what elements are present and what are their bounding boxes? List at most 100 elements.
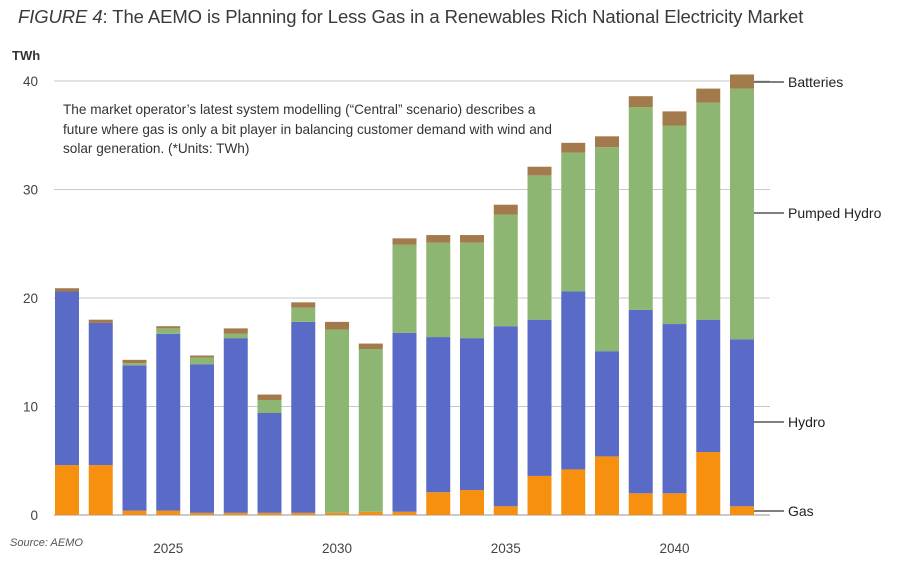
- bar-2029: [291, 302, 316, 515]
- legend-label-pumped-hydro: Pumped Hydro: [788, 205, 882, 221]
- bar-segment-batteries: [156, 326, 181, 329]
- bar-segment-pumped-hydro: [392, 244, 417, 333]
- bar-2025: [156, 326, 181, 515]
- bar-segment-pumped-hydro: [190, 357, 214, 365]
- bar-segment-batteries: [325, 321, 349, 330]
- bar-segment-batteries: [628, 96, 653, 108]
- bar-segment-pumped-hydro: [595, 147, 619, 352]
- bar-segment-gas: [392, 511, 417, 515]
- chart-title: FIGURE 4: The AEMO is Planning for Less …: [18, 6, 803, 28]
- bar-segment-gas: [223, 512, 248, 515]
- bar-segment-gas: [358, 511, 383, 515]
- bar-segment-hydro: [392, 332, 417, 512]
- bar-segment-pumped-hydro: [662, 125, 687, 325]
- y-tick-label: 20: [23, 291, 38, 306]
- bar-segment-gas: [257, 512, 282, 515]
- bar-segment-gas: [156, 510, 181, 515]
- bar-segment-gas: [595, 456, 619, 515]
- bar-segment-pumped-hydro: [358, 348, 383, 512]
- bar-2040: [662, 111, 687, 515]
- bar-segment-batteries: [291, 302, 316, 308]
- y-axis-unit-label: TWh: [12, 48, 41, 63]
- bar-segment-gas: [55, 465, 79, 515]
- bar-segment-batteries: [460, 235, 484, 243]
- bar-segment-batteries: [493, 204, 518, 215]
- bar-segment-hydro: [122, 365, 147, 511]
- x-tick-label: 2040: [659, 541, 689, 556]
- y-tick-label: 10: [23, 400, 38, 415]
- x-tick-label: 2025: [153, 541, 183, 556]
- bar-segment-gas: [291, 512, 316, 515]
- bar-2041: [696, 88, 721, 515]
- legend-label-batteries: Batteries: [788, 74, 843, 90]
- bar-2028: [257, 394, 282, 515]
- figure-label: FIGURE 4: [18, 6, 103, 27]
- bar-segment-batteries: [358, 343, 383, 349]
- bar-segment-batteries: [730, 74, 754, 89]
- bar-segment-pumped-hydro: [628, 107, 653, 310]
- bar-segment-batteries: [392, 238, 417, 245]
- bar-segment-gas: [190, 512, 214, 515]
- legend: Gas Hydro Pumped Hydro Batteries: [754, 74, 882, 519]
- bar-segment-pumped-hydro: [460, 242, 484, 339]
- bar-2031: [358, 343, 383, 515]
- bar-segment-hydro: [662, 324, 687, 494]
- y-axis-ticks: 0 10 20 30 40: [23, 74, 38, 523]
- y-tick-label: 40: [23, 74, 38, 89]
- bars: [55, 74, 754, 515]
- bar-2027: [223, 328, 248, 515]
- bar-segment-gas: [122, 510, 147, 515]
- y-tick-label: 30: [23, 183, 38, 198]
- bar-segment-pumped-hydro: [730, 88, 754, 340]
- bar-segment-hydro: [426, 337, 451, 493]
- bar-segment-gas: [696, 452, 721, 515]
- bar-segment-batteries: [696, 88, 721, 103]
- bar-segment-hydro: [190, 364, 214, 513]
- bar-segment-hydro: [291, 321, 316, 513]
- bar-segment-pumped-hydro: [122, 363, 147, 366]
- legend-label-gas: Gas: [788, 503, 814, 519]
- bar-2039: [628, 96, 653, 515]
- bar-2033: [426, 235, 451, 515]
- bar-segment-hydro: [223, 338, 248, 513]
- bar-segment-batteries: [426, 235, 451, 243]
- bar-2038: [595, 136, 619, 515]
- x-tick-label: 2035: [491, 541, 521, 556]
- bar-segment-pumped-hydro: [223, 333, 248, 339]
- bar-segment-pumped-hydro: [325, 329, 349, 513]
- bar-segment-gas: [88, 465, 113, 515]
- bar-2035: [493, 204, 518, 515]
- bar-segment-batteries: [527, 166, 552, 176]
- title-text: : The AEMO is Planning for Less Gas in a…: [102, 6, 804, 27]
- bar-2036: [527, 166, 552, 515]
- bar-segment-batteries: [561, 142, 586, 153]
- bar-2026: [190, 355, 214, 515]
- bar-2037: [561, 142, 586, 515]
- legend-label-hydro: Hydro: [788, 414, 826, 430]
- bar-segment-gas: [527, 475, 552, 515]
- bar-segment-batteries: [88, 319, 113, 323]
- bar-segment-batteries: [122, 359, 147, 364]
- bar-segment-hydro: [55, 291, 79, 466]
- bar-segment-hydro: [460, 338, 484, 491]
- bar-segment-gas: [426, 492, 451, 515]
- y-tick-label: 0: [30, 508, 38, 523]
- bar-2024: [122, 359, 147, 515]
- x-tick-label: 2030: [322, 541, 352, 556]
- bar-segment-gas: [325, 512, 349, 515]
- bar-segment-batteries: [55, 288, 79, 292]
- bar-segment-gas: [460, 490, 484, 515]
- bar-segment-pumped-hydro: [291, 307, 316, 322]
- bar-segment-gas: [662, 493, 687, 515]
- bar-segment-hydro: [156, 333, 181, 511]
- bar-segment-hydro: [493, 326, 518, 507]
- source-note: Source: AEMO: [10, 537, 83, 549]
- bar-segment-hydro: [88, 322, 113, 466]
- bar-2023: [88, 319, 113, 515]
- bar-segment-pumped-hydro: [493, 214, 518, 327]
- bar-2022: [55, 288, 79, 515]
- bar-segment-pumped-hydro: [257, 399, 282, 414]
- bar-segment-batteries: [223, 328, 248, 334]
- bar-segment-pumped-hydro: [696, 102, 721, 320]
- chart-annotation: The market operator’s latest system mode…: [63, 102, 552, 156]
